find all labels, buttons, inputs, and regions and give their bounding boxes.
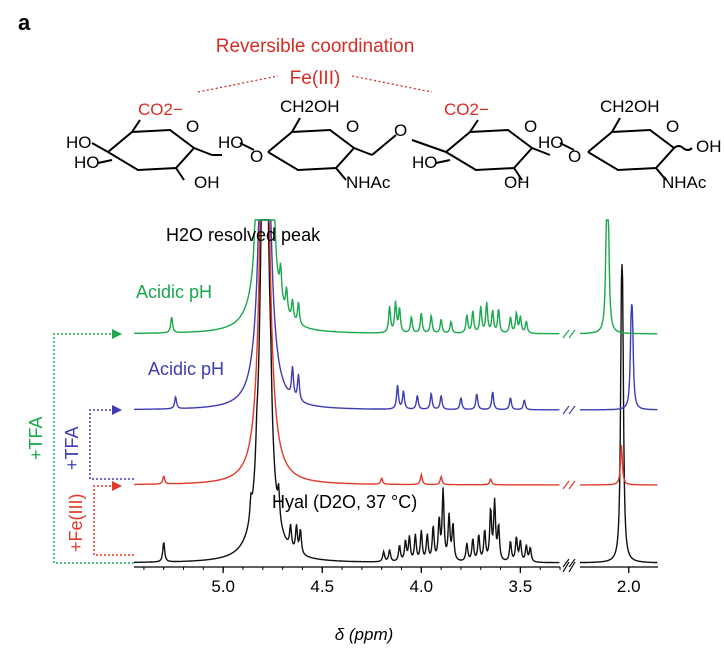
ring-glucuronate-1 bbox=[91, 119, 222, 181]
spectrum-red-left bbox=[134, 219, 560, 486]
metal-label: Fe(III) bbox=[290, 68, 341, 89]
spectrum-green-right bbox=[580, 219, 658, 335]
ring-o-1: O bbox=[186, 117, 199, 136]
carboxylate-1: CO2− bbox=[138, 100, 183, 119]
x-axis: 5.0 4.5 4.0 3.5 2.0 bbox=[134, 561, 658, 596]
trace-break-mark bbox=[568, 405, 576, 415]
red-arrowhead bbox=[112, 481, 122, 491]
spectrum-blue-right bbox=[580, 304, 658, 411]
panel-label: a bbox=[18, 10, 31, 35]
spectrum-green-left bbox=[133, 219, 560, 335]
trace-break-mark bbox=[568, 329, 576, 339]
trace-break-mark bbox=[562, 405, 570, 415]
carboxylate-2: CO2− bbox=[444, 100, 489, 119]
trace-break-mark bbox=[568, 480, 576, 490]
blue-tfa-label: +TFA bbox=[62, 426, 82, 470]
spectrum-blue bbox=[134, 219, 658, 411]
x-tick-label: 5.0 bbox=[211, 577, 235, 596]
green-bracket bbox=[53, 333, 134, 564]
ring-glucuronate-2 bbox=[411, 119, 551, 181]
coordination-line-left bbox=[197, 75, 279, 93]
ring-glcnac-2 bbox=[559, 117, 693, 181]
glycosidic-o-3: O bbox=[568, 147, 581, 166]
spectrum-red bbox=[134, 219, 658, 486]
ring-o-4: O bbox=[666, 117, 679, 136]
oh-label-1: OH bbox=[194, 173, 220, 192]
ring-glcnac-1 bbox=[239, 117, 373, 181]
trace-break-mark bbox=[562, 329, 570, 339]
green-trace-label: Acidic pH bbox=[136, 282, 212, 302]
spectrum-blue-left bbox=[134, 219, 560, 411]
glycosidic-o-2: O bbox=[394, 121, 407, 140]
x-tick-label: 3.5 bbox=[509, 577, 533, 596]
green-tfa-label: +TFA bbox=[26, 416, 46, 460]
bond-link-2 bbox=[371, 134, 397, 156]
coordination-line-right bbox=[351, 75, 433, 93]
ho-label-1b: HO bbox=[74, 153, 100, 172]
ho-label-4: HO bbox=[538, 133, 564, 152]
x-tick-label: 4.5 bbox=[310, 577, 334, 596]
trace-break-mark bbox=[562, 558, 570, 568]
hyal-trace-label: Hyal (D2O, 37 °C) bbox=[272, 492, 417, 512]
x-axis-label: δ (ppm) bbox=[335, 625, 394, 644]
spectrum-black bbox=[134, 219, 658, 564]
ch2oh-label-2: CH2OH bbox=[600, 97, 660, 116]
bracket-arrows bbox=[53, 333, 134, 564]
x-axis-break-mark bbox=[562, 561, 570, 573]
spectrum-black-right bbox=[580, 264, 658, 564]
ring-o-2: O bbox=[346, 117, 359, 136]
glycosidic-o-1: O bbox=[250, 147, 263, 166]
ho-label-1a: HO bbox=[66, 133, 92, 152]
blue-arrowhead bbox=[112, 405, 122, 415]
nhac-label-1: NHAc bbox=[346, 173, 391, 192]
ring-o-3: O bbox=[524, 117, 537, 136]
oh-label-3: OH bbox=[504, 173, 530, 192]
nhac-label-2: NHAc bbox=[662, 173, 707, 192]
spectrum-red-right bbox=[580, 444, 658, 486]
green-arrowhead bbox=[112, 329, 122, 339]
structure-title: Reversible coordination bbox=[216, 36, 415, 57]
spectrum-black-left bbox=[134, 219, 560, 564]
blue-bracket bbox=[89, 409, 134, 480]
end-oh-label: OH bbox=[696, 137, 722, 156]
x-axis-break-mark bbox=[568, 561, 576, 573]
ho-label-2: HO bbox=[218, 133, 244, 152]
red-bracket bbox=[93, 485, 134, 556]
ho-label-3: HO bbox=[412, 153, 438, 172]
spectrum-green bbox=[133, 219, 658, 335]
red-fe-label: +Fe(III) bbox=[66, 493, 86, 552]
trace-break-mark bbox=[568, 558, 576, 568]
ch2oh-label-1: CH2OH bbox=[280, 97, 340, 116]
x-tick-label: 4.0 bbox=[409, 577, 433, 596]
water-peak-label: H2O resolved peak bbox=[166, 225, 321, 245]
x-tick-label: 2.0 bbox=[617, 577, 641, 596]
spectra-plot bbox=[133, 219, 658, 568]
blue-trace-label: Acidic pH bbox=[148, 359, 224, 379]
chemical-structure: Reversible coordination Fe(III) CO2− HO … bbox=[66, 36, 722, 192]
trace-break-mark bbox=[562, 480, 570, 490]
